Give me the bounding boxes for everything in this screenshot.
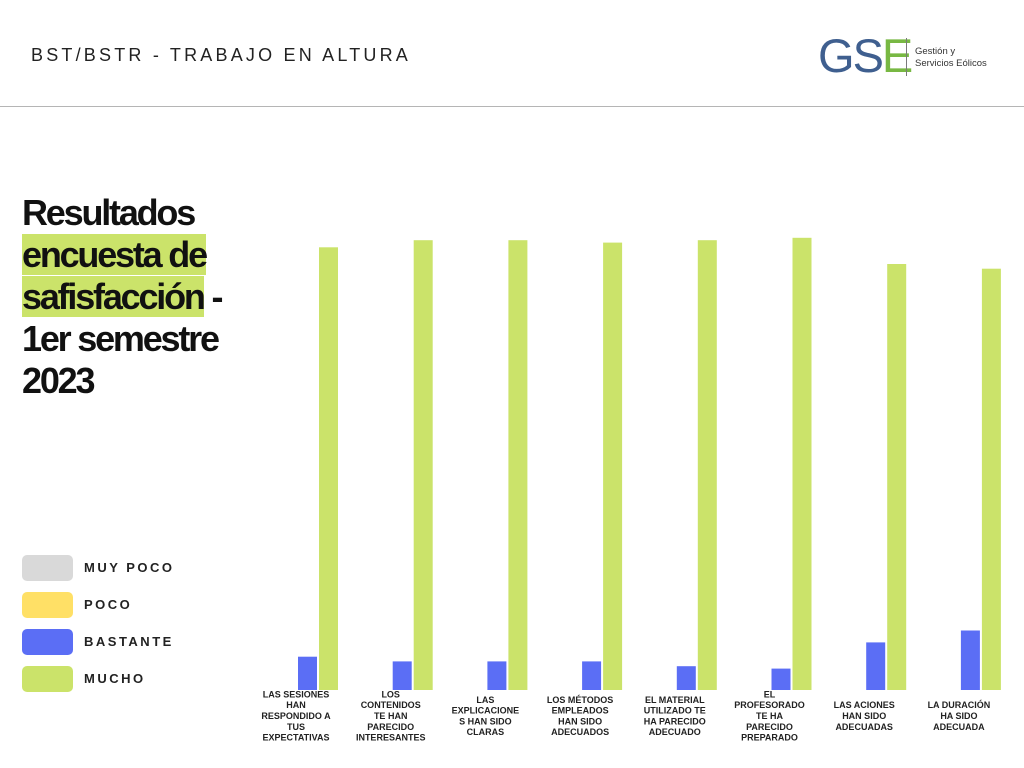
logo-letter-g: G: [818, 29, 855, 82]
legend-label-mucho: MUCHO: [84, 671, 146, 686]
x-tick-label-4: LOS MÉTODOS EMPLEADOS HAN SIDO ADECUADOS: [547, 695, 613, 737]
title-line-3-dash: -: [203, 276, 224, 317]
logo-subtitle-line2: Servicios Eólicos: [915, 58, 987, 69]
bar-bastante-2: [392, 661, 412, 690]
legend-item-poco: POCO: [22, 592, 242, 618]
gse-logo: GSE Gestión y Servicios Eólicos: [818, 30, 1008, 82]
title-line-5: 2023: [22, 360, 95, 401]
legend-swatch-poco: [22, 592, 73, 618]
legend-label-poco: POCO: [84, 597, 133, 612]
x-tick-label-line: HAN SIDO: [558, 716, 602, 726]
x-tick-label-line: HA PARECIDO: [644, 716, 706, 726]
bar-mucho-7: [887, 264, 907, 690]
legend-label-bastante: BASTANTE: [84, 634, 174, 649]
legend-swatch-mucho: [22, 666, 73, 692]
x-tick-label-line: CLARAS: [467, 727, 505, 737]
x-tick-label-line: LAS SESIONES: [263, 689, 330, 699]
x-tick-label-line: ADECUADA: [933, 722, 985, 732]
x-tick-label-line: ADECUADOS: [551, 727, 609, 737]
x-tick-label-line: ADECUADAS: [835, 722, 893, 732]
logo-divider: [906, 38, 907, 76]
x-tick-label-8: LA DURACIÓN HA SIDO ADECUADA: [928, 699, 991, 732]
legend-swatch-bastante: [22, 629, 73, 655]
x-tick-label-7: LAS ACIONES HAN SIDO ADECUADAS: [834, 700, 895, 732]
title-line-3: safisfacción: [22, 276, 206, 317]
x-tick-label-line: TE HAN: [374, 711, 408, 721]
bar-mucho-2: [413, 240, 433, 690]
x-tick-label-line: HAN SIDO: [842, 711, 886, 721]
bar-mucho-3: [508, 240, 528, 690]
logo-letters: GSE: [818, 29, 913, 82]
slide-title: Resultados encuesta de safisfacción - 1e…: [22, 192, 262, 402]
bar-mucho-5: [697, 240, 717, 690]
x-tick-label-line: CONTENIDOS: [361, 700, 421, 710]
x-tick-label-line: EMPLEADOS: [552, 706, 609, 716]
x-tick-label-3: LAS EXPLICACIONE S HAN SIDO CLARAS: [452, 695, 520, 737]
x-tick-label-line: UTILIZADO TE: [644, 706, 706, 716]
x-tick-label-2: LOS CONTENIDOS TE HAN PARECIDO INTERESANTES: [356, 689, 426, 742]
x-tick-label-line: EL: [764, 689, 776, 699]
x-tick-label-1: LAS SESIONES HAN RESPONDIDO A TUS EXPECTATIV…: [261, 689, 331, 742]
x-tick-label-line: EXPLICACIONE: [452, 706, 520, 716]
bar-bastante-1: [298, 656, 317, 690]
bar-bastante-8: [960, 630, 980, 690]
legend-item-mucho: MUCHO: [22, 666, 242, 692]
x-tick-label-line: EXPECTATIVAS: [262, 733, 329, 743]
x-tick-label-line: TUS: [287, 722, 305, 732]
x-tick-label-line: PROFESORADO: [734, 700, 805, 710]
bar-mucho-6: [792, 237, 812, 691]
x-tick-label-line: HA SIDO: [940, 711, 977, 721]
logo-subtitle-line1: Gestión y: [915, 46, 956, 57]
x-tick-label-5: EL MATERIAL UTILIZADO TE HA PARECIDO ADECUA…: [644, 695, 706, 737]
x-tick-label-line: LAS ACIONES: [834, 700, 895, 710]
x-tick-label-line: S HAN SIDO: [459, 716, 512, 726]
title-line-2: encuesta de: [22, 234, 208, 275]
legend-item-muy-poco: MUY POCO: [22, 555, 242, 581]
logo-letter-e: E: [881, 29, 913, 82]
legend-label-muy-poco: MUY POCO: [84, 560, 175, 575]
title-line-4: 1er semestre: [22, 318, 220, 359]
bar-mucho-8: [981, 268, 1001, 690]
bar-bastante-4: [582, 661, 602, 690]
title-line-1: Resultados: [22, 192, 196, 233]
bar-bastante-3: [487, 661, 507, 690]
legend-item-bastante: BASTANTE: [22, 629, 242, 655]
x-tick-label-line: LAS: [476, 695, 494, 705]
x-tick-label-line: RESPONDIDO A: [261, 711, 331, 721]
x-tick-label-6: EL PROFESORADO TE HA PARECIDO PREPARADO: [734, 689, 805, 742]
bar-mucho-1: [319, 247, 338, 691]
x-tick-label-line: PARECIDO: [367, 722, 414, 732]
x-tick-label-line: ADECUADO: [649, 727, 701, 737]
bar-bastante-6: [771, 668, 791, 690]
legend-swatch-muy-poco: [22, 555, 73, 581]
x-tick-label-line: EL MATERIAL: [645, 695, 705, 705]
x-tick-label-line: LOS: [381, 689, 400, 699]
header-divider: [0, 106, 1024, 107]
x-tick-label-line: PARECIDO: [746, 722, 793, 732]
bar-bastante-5: [676, 666, 696, 690]
x-tick-label-line: INTERESANTES: [356, 733, 426, 743]
x-tick-label-line: TE HA: [756, 711, 784, 721]
x-tick-label-line: LOS MÉTODOS: [547, 695, 613, 705]
x-tick-label-line: LA DURACIÓN: [928, 699, 991, 710]
x-tick-label-line: PREPARADO: [741, 733, 798, 743]
x-tick-label-line: HAN: [286, 700, 306, 710]
bar-mucho-4: [603, 242, 623, 690]
logo-letter-s: S: [852, 29, 884, 82]
bar-bastante-7: [866, 642, 886, 690]
page-header-title: BST/BSTR - TRABAJO EN ALTURA: [31, 45, 411, 65]
